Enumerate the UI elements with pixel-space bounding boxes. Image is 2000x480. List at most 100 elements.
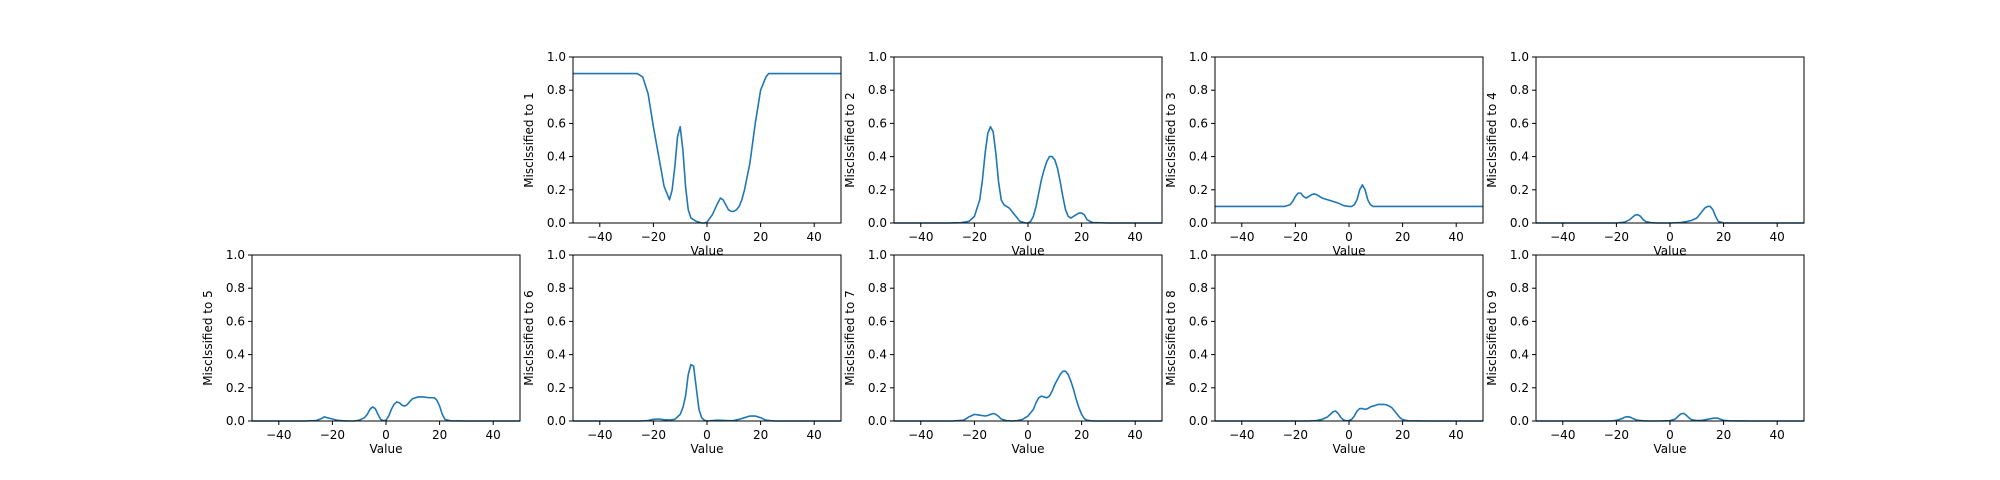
x-tick-label: −40: [908, 428, 933, 442]
y-tick-label: 0.8: [868, 83, 887, 97]
y-tick-label: 0.8: [547, 281, 566, 295]
x-tick-label: 40: [486, 428, 501, 442]
series-line-1: [894, 125, 1162, 224]
y-tick-label: 0.6: [226, 314, 245, 328]
x-tick-label: 0: [703, 428, 711, 442]
y-tick-label: 0.8: [226, 281, 245, 295]
subplot-2: −40 −20 0 20 40 0.0 0.2 0.4 0.6 0.8 1.0 Value Miscls…: [843, 50, 1163, 258]
series-line-1: [1536, 205, 1804, 224]
x-axis-label: Value: [691, 244, 724, 258]
y-tick-label: 0.8: [1189, 281, 1208, 295]
x-tick-label: −20: [962, 230, 987, 244]
y-axis-label: Misclssified to 6: [522, 290, 536, 386]
y-tick-label: 0.2: [868, 381, 887, 395]
x-tick-label: 40: [807, 428, 822, 442]
axes-frame: [1214, 56, 1484, 224]
y-tick-label: 0.0: [547, 414, 566, 428]
x-axis-label: Value: [1012, 244, 1045, 258]
x-tick-label: −20: [641, 428, 666, 442]
x-axis-label: Value: [1333, 244, 1366, 258]
x-tick-label: −40: [1550, 428, 1575, 442]
x-tick-label: 20: [1716, 230, 1731, 244]
y-tick-label: 0.0: [1189, 414, 1208, 428]
x-tick-label: −20: [1283, 230, 1308, 244]
y-tick-label: 0.8: [868, 281, 887, 295]
y-tick-label: 0.8: [1510, 83, 1529, 97]
axes-frame: [1535, 56, 1805, 224]
series-line-1: [894, 370, 1162, 422]
x-tick-label: 20: [1716, 428, 1731, 442]
axes-frame: [893, 56, 1163, 224]
axes-frame: [1535, 254, 1805, 422]
y-tick-label: 0.4: [1189, 150, 1208, 164]
y-tick-label: 1.0: [1189, 50, 1208, 64]
y-tick-label: 1.0: [547, 50, 566, 64]
y-tick-label: 1.0: [868, 50, 887, 64]
x-tick-label: −40: [587, 230, 612, 244]
x-tick-label: 0: [1024, 230, 1032, 244]
x-axis-label: Value: [370, 442, 403, 456]
y-axis-label: Misclssified to 2: [843, 92, 857, 188]
series-line-1: [573, 72, 841, 224]
x-tick-label: 40: [1128, 428, 1143, 442]
y-tick-label: 0.2: [547, 381, 566, 395]
x-tick-label: 20: [753, 230, 768, 244]
y-tick-label: 0.2: [868, 183, 887, 197]
y-tick-label: 0.6: [1510, 314, 1529, 328]
x-tick-label: 40: [807, 230, 822, 244]
subplot-1: −40 −20 0 20 40 0.0 0.2 0.4 0.6 0.8 1.0 Value Miscls…: [522, 50, 842, 258]
y-axis-label: Misclssified to 1: [522, 92, 536, 188]
y-tick-label: 0.6: [1189, 314, 1208, 328]
y-tick-label: 0.2: [547, 183, 566, 197]
y-tick-label: 0.4: [547, 150, 566, 164]
x-tick-label: 0: [703, 230, 711, 244]
x-tick-label: 0: [1024, 428, 1032, 442]
x-tick-label: 0: [1666, 428, 1674, 442]
subplot-5: −40 −20 0 20 40 0.0 0.2 0.4 0.6 0.8 1.0 Value Miscls…: [201, 248, 521, 456]
x-tick-label: 20: [1395, 428, 1410, 442]
x-tick-label: −20: [1283, 428, 1308, 442]
y-tick-label: 1.0: [226, 248, 245, 262]
x-tick-label: −40: [587, 428, 612, 442]
subplot-3: −40 −20 0 20 40 0.0 0.2 0.4 0.6 0.8 1.0 Value Miscls…: [1164, 50, 1484, 258]
x-tick-label: −20: [320, 428, 345, 442]
x-tick-label: −20: [1604, 428, 1629, 442]
series-line-1: [252, 396, 520, 422]
x-tick-label: −40: [1229, 230, 1254, 244]
y-tick-label: 0.4: [1189, 348, 1208, 362]
subplot-9: −40 −20 0 20 40 0.0 0.2 0.4 0.6 0.8 1.0 Value Miscls…: [1485, 248, 1805, 456]
x-tick-label: 40: [1449, 428, 1464, 442]
x-tick-label: 20: [1074, 428, 1089, 442]
subplot-6: −40 −20 0 20 40 0.0 0.2 0.4 0.6 0.8 1.0 Value Miscls…: [522, 248, 842, 456]
x-tick-label: 40: [1128, 230, 1143, 244]
x-tick-label: 40: [1770, 230, 1785, 244]
axes-frame: [572, 56, 842, 224]
y-tick-label: 0.6: [1189, 116, 1208, 130]
y-tick-label: 1.0: [1189, 248, 1208, 262]
y-tick-label: 0.6: [1510, 116, 1529, 130]
x-axis-label: Value: [1654, 244, 1687, 258]
y-axis-label: Misclssified to 5: [201, 290, 215, 386]
y-tick-label: 0.2: [226, 381, 245, 395]
y-tick-label: 0.6: [547, 116, 566, 130]
x-tick-label: 0: [1345, 428, 1353, 442]
series-line-1: [1215, 403, 1483, 422]
x-tick-label: 40: [1449, 230, 1464, 244]
series-line-1: [1215, 184, 1483, 208]
y-tick-label: 1.0: [547, 248, 566, 262]
y-tick-label: 0.4: [1510, 348, 1529, 362]
y-tick-label: 0.4: [868, 150, 887, 164]
y-tick-label: 0.4: [547, 348, 566, 362]
x-tick-label: −20: [962, 428, 987, 442]
y-tick-label: 0.6: [868, 314, 887, 328]
y-axis-label: Misclssified to 4: [1485, 92, 1499, 188]
x-tick-label: 40: [1770, 428, 1785, 442]
y-tick-label: 0.0: [868, 216, 887, 230]
y-tick-label: 0.6: [868, 116, 887, 130]
y-tick-label: 0.2: [1510, 381, 1529, 395]
y-tick-label: 0.4: [1510, 150, 1529, 164]
x-tick-label: −40: [266, 428, 291, 442]
x-tick-label: −40: [908, 230, 933, 244]
y-axis-label: Misclssified to 9: [1485, 290, 1499, 386]
